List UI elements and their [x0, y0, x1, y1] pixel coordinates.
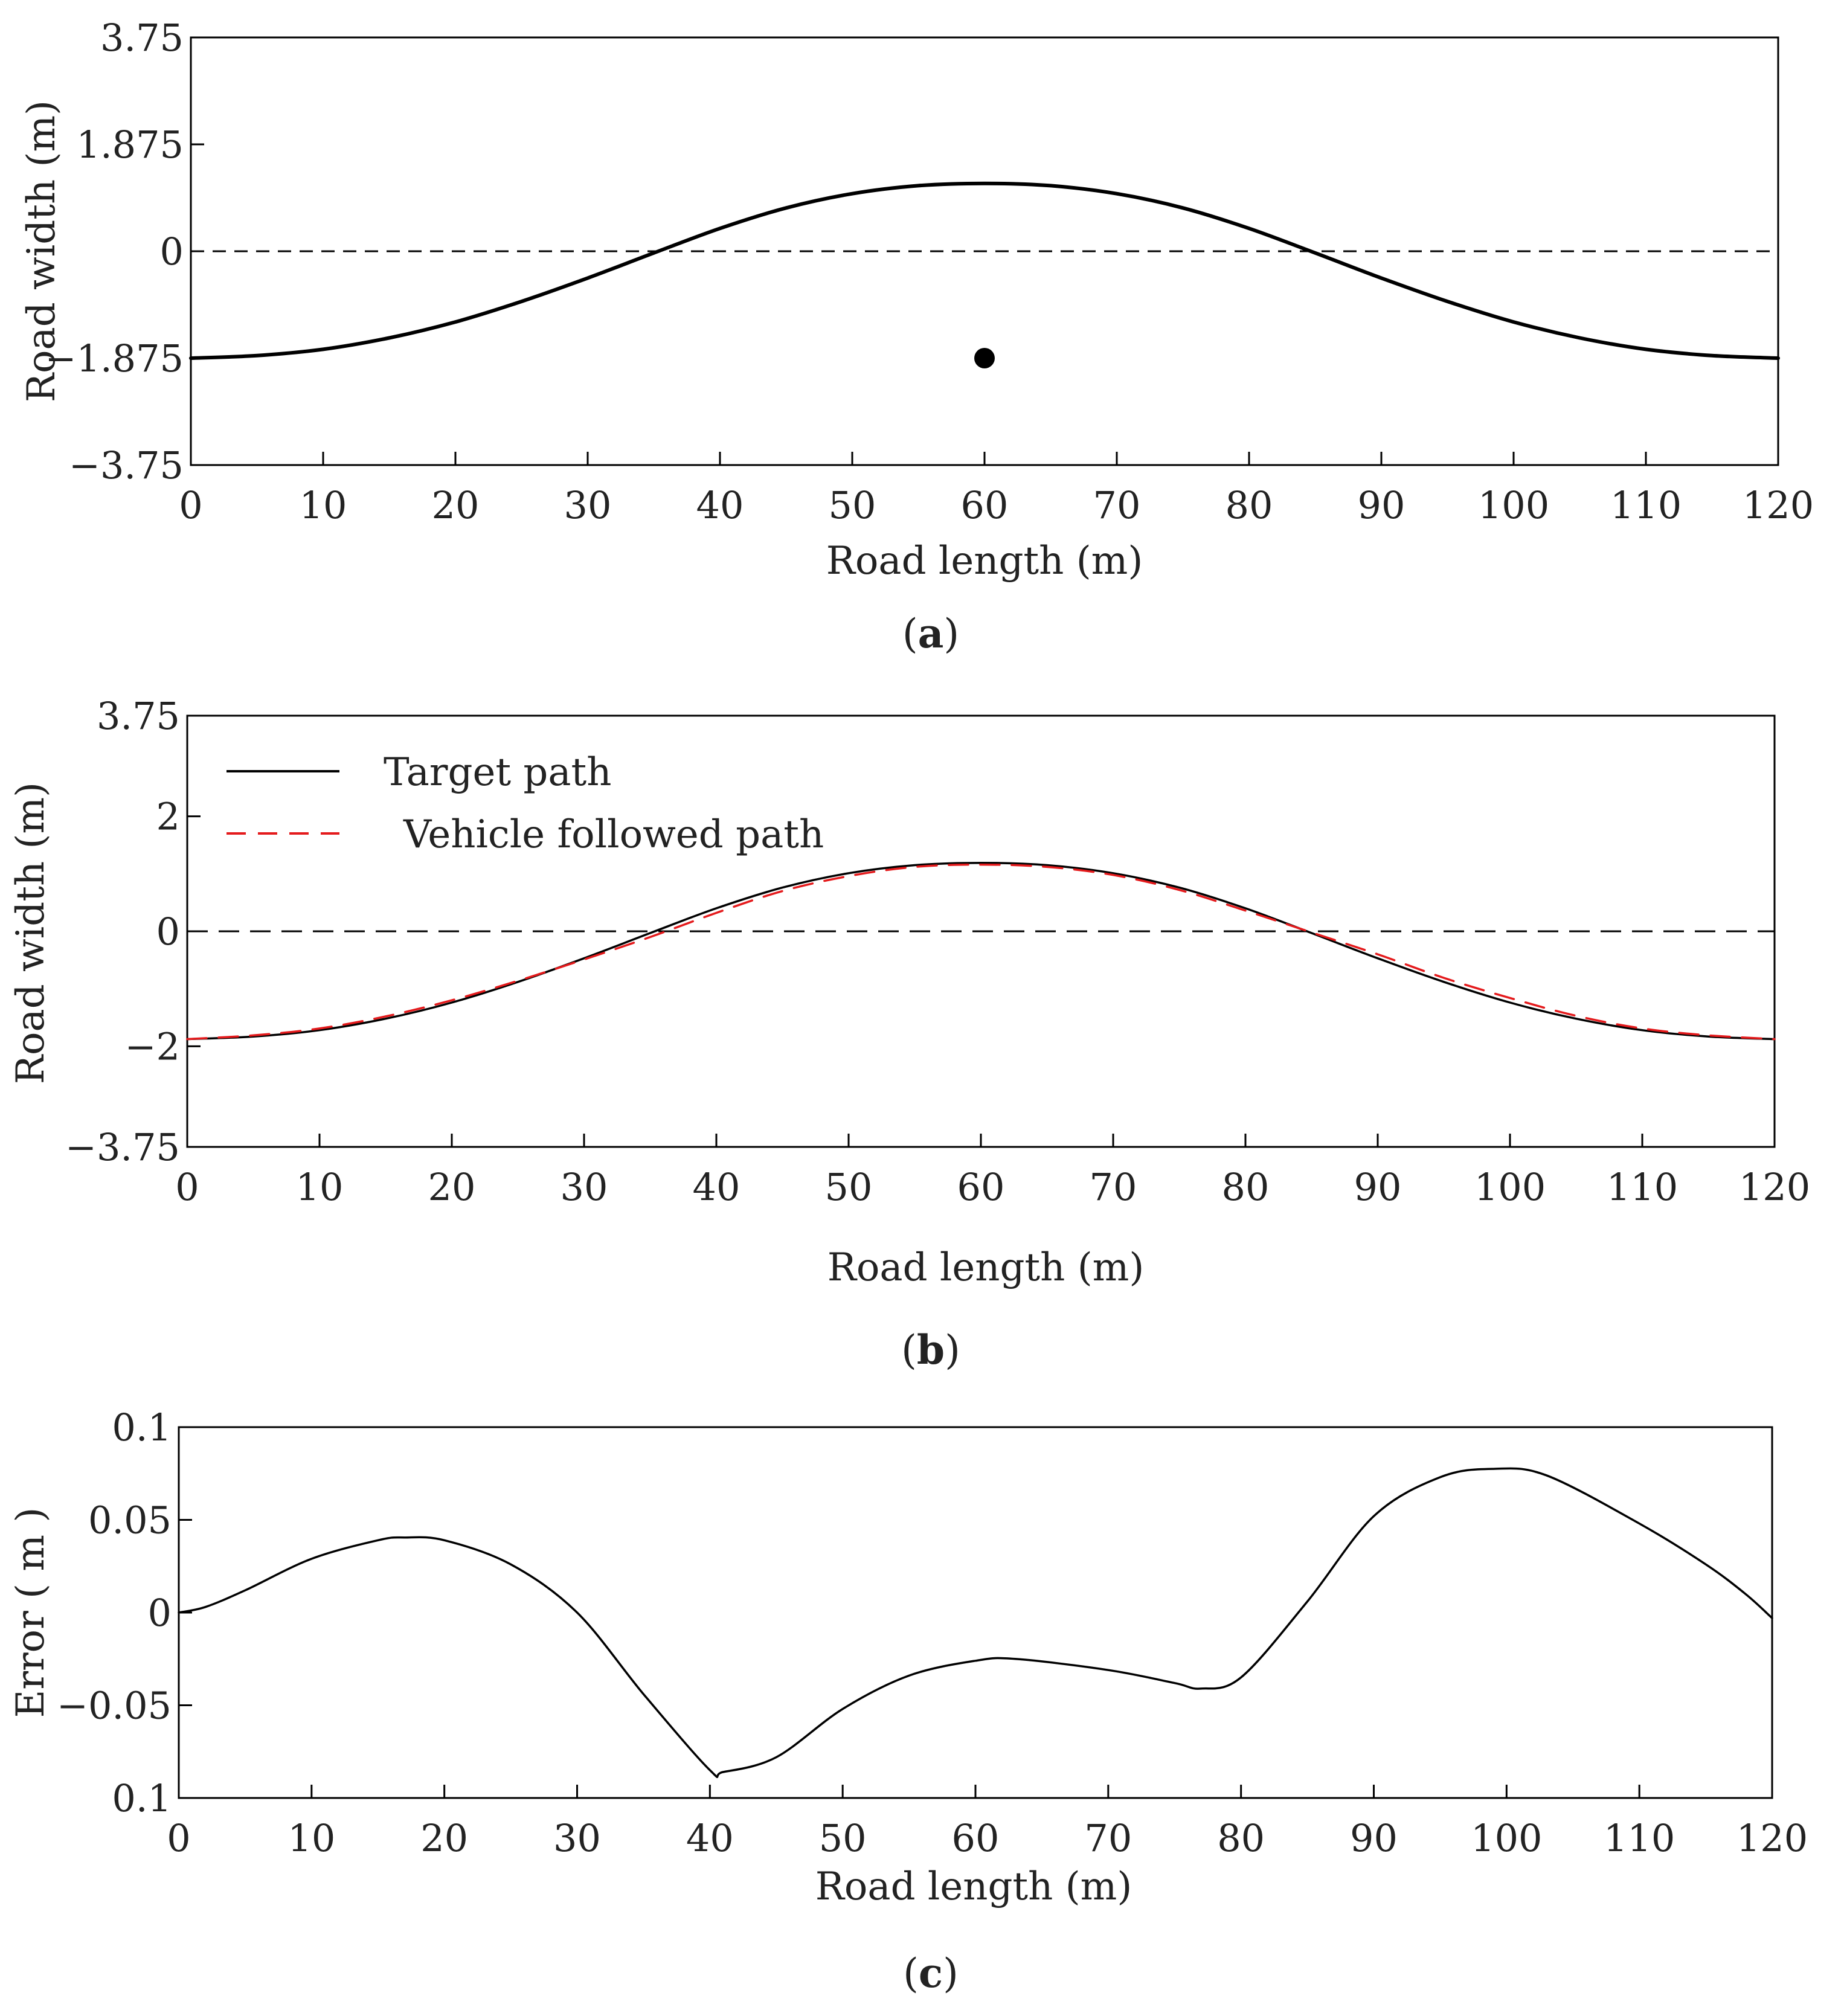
- x-tick-label: 80: [1217, 1816, 1265, 1860]
- x-tick-label: 120: [1739, 1165, 1810, 1209]
- series-line-target-path: [186, 861, 1776, 1041]
- legend-label-target-path: Target path: [384, 750, 611, 795]
- y-tick-label: 1.875: [77, 123, 184, 167]
- x-tick-label: 80: [1222, 1165, 1270, 1209]
- ticks-c: 0 10 20 30 40 50 60 70 80 90 100 110 120 0.1 0.05 0 −0.0…: [57, 1405, 1808, 1860]
- panel-b: 0 10 20 30 40 50 60 70 80 90 100 110 1203.7520−2−3.7…: [8, 694, 1810, 1373]
- x-tick-label: 10: [296, 1165, 344, 1209]
- y-tick-label: 0: [156, 910, 180, 954]
- x-tick-label: 50: [829, 483, 876, 527]
- y-axis-label: Road width (m): [19, 100, 64, 402]
- x-tick-label: 60: [952, 1816, 1000, 1860]
- x-tick-label: 20: [428, 1165, 476, 1209]
- panel-caption-c: (c): [903, 1950, 959, 1997]
- y-tick-label: 0: [148, 1591, 172, 1635]
- obstacle-marker: [974, 348, 995, 368]
- y-tick-label: 0.1: [112, 1776, 172, 1820]
- x-tick-label: 20: [420, 1816, 468, 1860]
- y-axis-label: Road width (m): [8, 782, 53, 1084]
- series-line-path: [189, 181, 1780, 360]
- panel-caption-a: (a): [902, 610, 959, 657]
- panel-a: 0 10 20 30 40 50 60 70 80 90 100 110 120 3.75 1.875 0 −1…: [19, 16, 1814, 657]
- panel-label-a: a: [918, 610, 944, 657]
- x-tick-label: 90: [1358, 483, 1405, 527]
- legend: Target path Vehicle followed path: [226, 750, 824, 857]
- x-tick-label: 80: [1226, 483, 1273, 527]
- x-tick-label: 0: [167, 1816, 190, 1860]
- x-tick-label: 70: [1090, 1165, 1137, 1209]
- y-tick-label: 3.75: [97, 694, 180, 738]
- markers-a: [974, 348, 995, 368]
- x-tick-label: 40: [686, 1816, 734, 1860]
- x-tick-label: 50: [825, 1165, 873, 1209]
- x-tick-label: 60: [957, 1165, 1005, 1209]
- x-tick-label: 110: [1610, 483, 1682, 527]
- x-tick-label: 30: [564, 483, 612, 527]
- y-tick-label: −2: [125, 1024, 180, 1068]
- y-tick-label: −1.875: [45, 336, 184, 380]
- y-tick-label: 3.75: [100, 16, 184, 60]
- x-tick-label: 0: [179, 483, 202, 527]
- y-tick-label: −3.75: [65, 1125, 180, 1169]
- x-tick-label: 100: [1471, 1816, 1542, 1860]
- x-tick-label: 60: [961, 483, 1009, 527]
- x-tick-label: 90: [1350, 1816, 1398, 1860]
- x-tick-label: 110: [1604, 1816, 1675, 1860]
- ticks-a: 0 10 20 30 40 50 60 70 80 90 100 110 120 3.75 1.875 0 −1…: [45, 16, 1814, 527]
- x-tick-label: 30: [561, 1165, 608, 1209]
- x-tick-label: 120: [1743, 483, 1814, 527]
- x-tick-label: 100: [1474, 1165, 1546, 1209]
- series-a: [189, 181, 1780, 360]
- ticks-b: 0 10 20 30 40 50 60 70 80 90 100 110 1203.7520−2−3.7…: [65, 694, 1810, 1209]
- y-tick-label: 0: [160, 230, 184, 274]
- x-tick-label: 10: [300, 483, 347, 527]
- x-axis-label: Road length (m): [827, 1245, 1145, 1290]
- x-axis-label: Road length (m): [826, 539, 1143, 583]
- panel-c: 0 10 20 30 40 50 60 70 80 90 100 110 120 0.1 0.05 0 −0.0…: [8, 1405, 1808, 1997]
- x-tick-label: 100: [1478, 483, 1549, 527]
- x-tick-label: 70: [1093, 483, 1141, 527]
- series-line-vehicle-followed-path: [186, 863, 1776, 1041]
- y-tick-label: −0.05: [57, 1684, 172, 1728]
- y-axis-label: Error ( m ): [8, 1507, 53, 1718]
- x-tick-label: 50: [819, 1816, 867, 1860]
- series-b: [186, 861, 1776, 1041]
- y-tick-label: 2: [156, 795, 180, 839]
- x-tick-label: 20: [432, 483, 480, 527]
- x-tick-label: 110: [1607, 1165, 1678, 1209]
- legend-label-vehicle-followed-path: Vehicle followed path: [403, 812, 824, 857]
- series-line-error: [178, 1467, 1773, 1778]
- x-tick-label: 0: [175, 1165, 199, 1209]
- x-tick-label: 40: [696, 483, 744, 527]
- x-tick-label: 120: [1736, 1816, 1808, 1860]
- x-tick-label: 40: [693, 1165, 740, 1209]
- series-c: [178, 1467, 1773, 1778]
- panel-label-b: b: [917, 1326, 945, 1373]
- y-tick-label: 0.1: [112, 1405, 172, 1449]
- x-tick-label: 10: [288, 1816, 335, 1860]
- x-axis-label: Road length (m): [815, 1864, 1132, 1909]
- x-tick-label: 30: [553, 1816, 601, 1860]
- y-tick-label: 0.05: [88, 1498, 172, 1542]
- panel-caption-b: (b): [901, 1326, 960, 1373]
- x-tick-label: 70: [1084, 1816, 1132, 1860]
- x-tick-label: 90: [1354, 1165, 1402, 1209]
- panel-label-c: c: [919, 1950, 943, 1997]
- y-tick-label: −3.75: [69, 443, 184, 487]
- plot-frame-c: [178, 1426, 1773, 1799]
